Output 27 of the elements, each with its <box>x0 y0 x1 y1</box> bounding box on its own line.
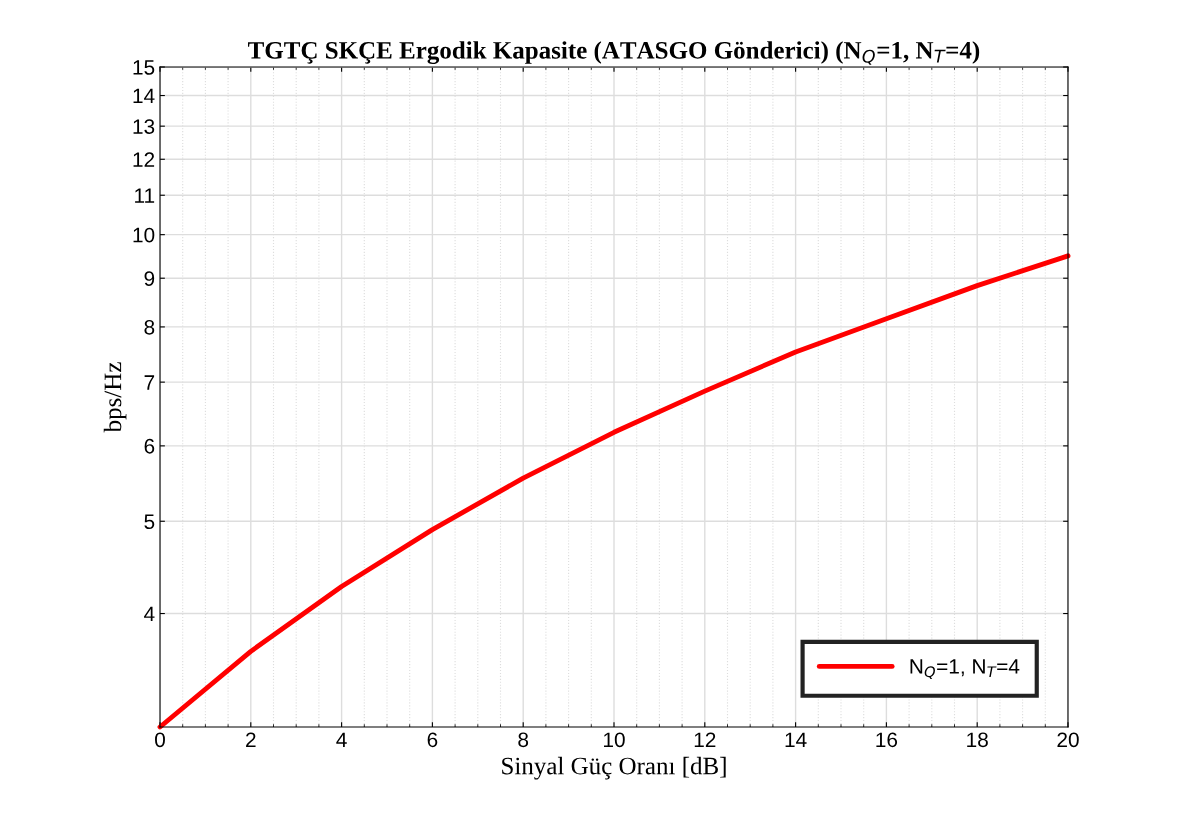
y-tick-label: 8 <box>144 319 155 335</box>
x-tick-label: 0 <box>155 732 165 748</box>
y-tick-label: 12 <box>133 152 155 167</box>
x-tick-label: 16 <box>876 732 898 748</box>
x-tick-label: 6 <box>427 732 438 748</box>
legend-label: N$_{Q}$=1, N$_{T}$=4 <box>910 659 1020 679</box>
y-tick-label: 10 <box>133 227 155 243</box>
x-tick-label: 18 <box>967 732 988 748</box>
y-tick-label: 13 <box>133 119 155 134</box>
x-tick-label: 10 <box>604 732 625 748</box>
x-tick-label: 20 <box>1057 732 1079 748</box>
y-tick-label: 6 <box>144 438 155 454</box>
y-tick-label: 7 <box>144 375 155 390</box>
x-tick-label: 4 <box>336 732 347 747</box>
y-tick-label: 4 <box>144 606 155 622</box>
y-axis-title: bps/Hz <box>103 362 127 433</box>
y-tick-label: 11 <box>135 188 155 203</box>
x-tick-label: 2 <box>246 732 256 747</box>
y-tick-label: 14 <box>133 88 155 104</box>
y-tick-label: 5 <box>144 514 155 530</box>
x-tick-label: 8 <box>518 732 529 748</box>
x-tick-label: 14 <box>785 732 807 747</box>
x-axis-title: Sinyal Güç Oranı [dB] <box>502 756 726 780</box>
x-tick-label: 12 <box>694 732 716 747</box>
chart-title: TGTÇ SKÇE Ergodik Kapasite (ATASGO Gönderici) (N$_{Q}$=1, N$_{T}$=4) <box>248 41 980 65</box>
y-tick-label: 9 <box>144 271 155 286</box>
y-tick-label: 15 <box>133 60 155 75</box>
